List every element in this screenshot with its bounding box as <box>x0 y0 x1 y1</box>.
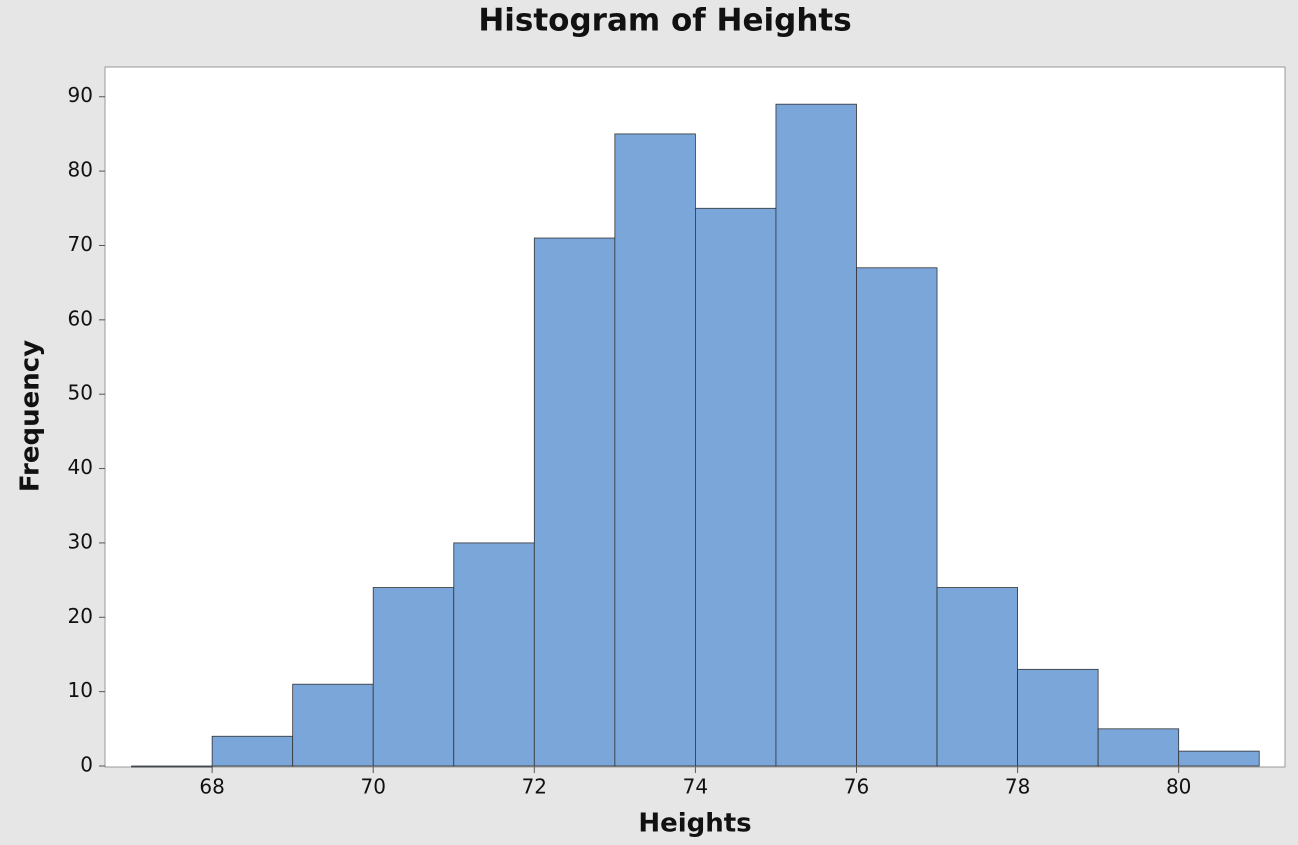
x-tick-label: 72 <box>522 775 547 799</box>
chart-title: Histogram of Heights <box>478 3 851 39</box>
y-tick-label: 10 <box>68 678 93 702</box>
bar <box>856 267 938 767</box>
y-tick-label: 70 <box>68 232 93 256</box>
x-tick-label: 70 <box>360 775 385 799</box>
bar <box>614 133 696 767</box>
x-tick-label: 76 <box>844 775 869 799</box>
x-axis-label: Heights <box>638 809 751 839</box>
y-tick-label: 50 <box>68 381 93 405</box>
x-tick-label: 74 <box>683 775 708 799</box>
bar <box>775 103 857 767</box>
bar <box>131 765 213 768</box>
bar <box>1017 668 1099 767</box>
x-tick-label: 68 <box>199 775 224 799</box>
y-tick-label: 30 <box>68 529 93 553</box>
bar <box>1178 750 1260 767</box>
bar <box>453 542 535 767</box>
y-tick-label: 60 <box>68 306 93 330</box>
y-tick-label: 20 <box>68 604 93 628</box>
y-tick-label: 40 <box>68 455 93 479</box>
bar <box>372 587 455 767</box>
bar <box>1097 728 1180 767</box>
bar <box>211 735 294 767</box>
y-tick-label: 90 <box>68 83 93 107</box>
bar <box>533 237 616 767</box>
x-tick-label: 80 <box>1166 775 1191 799</box>
y-tick-label: 80 <box>68 158 93 182</box>
y-tick-label: 0 <box>80 753 93 777</box>
y-axis-label: Frequency <box>16 340 46 492</box>
bar <box>936 587 1018 767</box>
x-tick-label: 78 <box>1005 775 1030 799</box>
bar <box>292 683 374 767</box>
bar <box>695 207 777 767</box>
